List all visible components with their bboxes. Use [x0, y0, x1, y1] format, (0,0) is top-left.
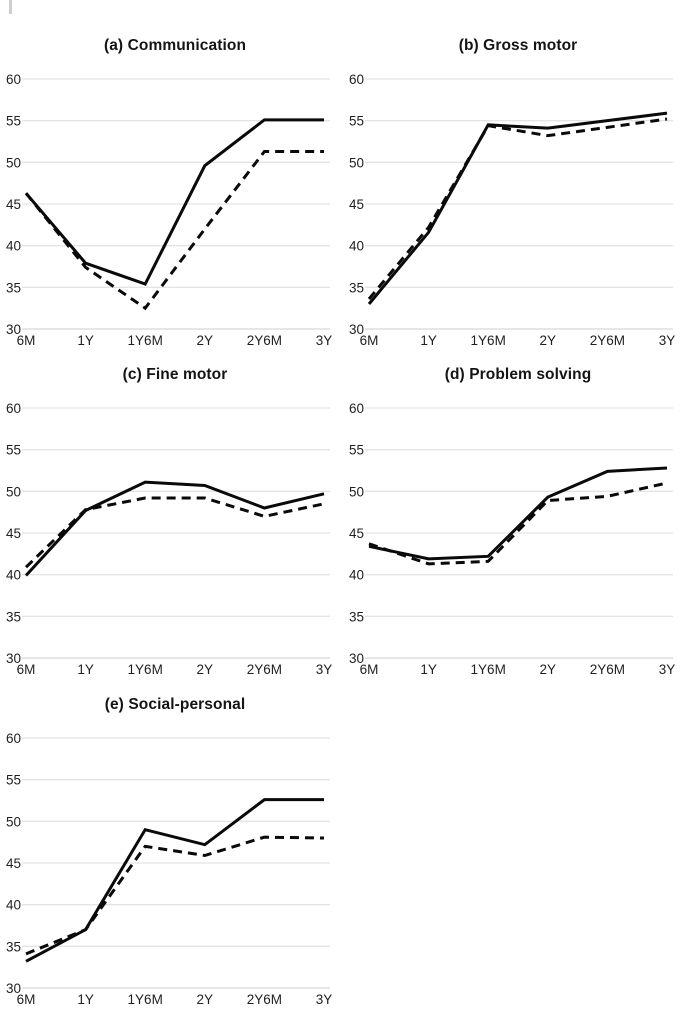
y-axis-tick-label: 40: [349, 568, 364, 583]
y-axis-tick-label: 55: [6, 114, 21, 129]
chart-plot-fine-motor: 30 35 40 45 50 55 60 6M 1Y 1Y6M 2Y 2Y6M 3Y: [6, 401, 333, 677]
y-axis-tick-label: 55: [6, 443, 21, 458]
chart-gross-motor: (b) Gross motor 30 35 40 45 50 55 60 6M 1Y 1Y6M 2Y…: [343, 0, 685, 351]
x-axis-tick-label: 1Y: [420, 333, 437, 348]
x-axis-tick-label: 1Y: [77, 662, 94, 677]
y-axis-tick-label: 55: [349, 114, 364, 129]
x-axis-tick-label: 1Y: [420, 662, 437, 677]
x-axis-tick-label: 1Y6M: [128, 333, 163, 348]
chart-problem-solving: (d) Problem solving 30 35 40 45 50 55 60 6M 1Y 1Y…: [343, 330, 685, 680]
series-line-dashed: [24, 150, 324, 311]
x-axis-tick-label: 2Y6M: [247, 662, 282, 677]
chart-title-problem-solving: (d) Problem solving: [444, 366, 592, 383]
y-axis-tick-label: 45: [349, 526, 364, 541]
x-axis-tick-label: 6M: [360, 662, 379, 677]
x-axis-tick-label: 3Y: [316, 992, 333, 1007]
x-axis-tick-label: 3Y: [316, 662, 333, 677]
y-axis-tick-label: 40: [349, 239, 364, 254]
series-line-dashed: [24, 496, 325, 569]
x-axis-tick-label: 2Y6M: [590, 333, 625, 348]
chart-title-gross-motor: (b) Gross motor: [458, 37, 578, 54]
x-axis-tick-label: 6M: [17, 662, 36, 677]
y-axis-tick-label: 50: [6, 814, 21, 829]
y-axis-tick-label: 50: [6, 155, 21, 170]
x-axis-tick-label: 1Y: [77, 333, 94, 348]
x-axis-tick-label: 2Y: [197, 662, 214, 677]
x-axis-tick-label: 1Y6M: [471, 333, 506, 348]
series-line-dashed: [367, 117, 668, 300]
chart-fine-motor: (c) Fine motor 30 35 40 45 50 55 60 6M 1Y 1Y6M 2Y 2…: [0, 330, 342, 680]
stray-mark: [9, 0, 12, 14]
x-axis-tick-label: 2Y6M: [247, 992, 282, 1007]
chart-title-social-personal: (e) Social-personal: [104, 696, 246, 713]
y-axis-tick-label: 60: [6, 401, 21, 416]
x-axis-tick-label: 2Y: [540, 662, 557, 677]
x-axis-tick-label: 3Y: [659, 662, 676, 677]
y-axis-tick-label: 55: [6, 773, 21, 788]
x-axis-tick-label: 6M: [17, 333, 36, 348]
series-line-solid: [24, 480, 325, 577]
series-line-solid: [24, 118, 324, 286]
x-axis-tick-label: 3Y: [316, 333, 333, 348]
chart-communication: (a) Communication 30 35 40 45 50 55 60 6M 1Y 1Y6M…: [0, 0, 342, 351]
y-axis-tick-label: 35: [349, 609, 364, 624]
y-axis-tick-label: 50: [349, 484, 364, 499]
chart-plot-problem-solving: 30 35 40 45 50 55 60 6M 1Y 1Y6M 2Y 2Y6M 3Y: [349, 401, 676, 677]
chart-title-communication: (a) Communication: [103, 37, 247, 54]
chart-plot-social-personal: 30 35 40 45 50 55 60 6M 1Y 1Y6M 2Y 2Y6M 3Y: [6, 731, 333, 1007]
series-line-dashed: [25, 835, 325, 956]
y-axis-tick-label: 60: [349, 72, 364, 87]
series-line-solid: [367, 111, 668, 305]
x-axis-tick-label: 2Y: [540, 333, 557, 348]
x-axis-tick-label: 6M: [360, 333, 379, 348]
y-axis-tick-label: 35: [6, 939, 21, 954]
x-axis-tick-label: 3Y: [659, 333, 676, 348]
y-axis-tick-label: 40: [6, 239, 21, 254]
x-axis-tick-label: 6M: [17, 992, 36, 1007]
y-axis-tick-label: 40: [6, 568, 21, 583]
x-axis-tick-label: 1Y6M: [471, 662, 506, 677]
y-axis-tick-label: 30: [349, 651, 364, 666]
y-axis-tick-label: 45: [6, 856, 21, 871]
y-axis-tick-label: 30: [6, 981, 21, 996]
chart-plot-gross-motor: 30 35 40 45 50 55 60 6M 1Y 1Y6M 2Y 2Y6M 3Y: [349, 72, 676, 348]
y-axis-tick-label: 55: [349, 443, 364, 458]
y-axis-tick-label: 50: [6, 484, 21, 499]
x-axis-tick-label: 1Y: [77, 992, 94, 1007]
x-axis-tick-label: 2Y: [197, 992, 214, 1007]
series-line-dashed: [368, 481, 668, 566]
series-line-solid: [368, 466, 668, 561]
y-axis-tick-label: 60: [6, 72, 21, 87]
x-axis-tick-label: 1Y6M: [128, 992, 163, 1007]
x-axis-tick-label: 2Y: [197, 333, 214, 348]
y-axis-tick-label: 30: [349, 322, 364, 337]
chart-social-personal: (e) Social-personal 30 35 40 45 50 55 60 6M 1Y 1Y…: [0, 660, 342, 1010]
y-axis-tick-label: 45: [6, 197, 21, 212]
y-axis-tick-label: 30: [6, 651, 21, 666]
y-axis-tick-label: 35: [6, 609, 21, 624]
y-axis-tick-label: 60: [6, 731, 21, 746]
y-axis-tick-label: 35: [6, 280, 21, 295]
x-axis-tick-label: 1Y6M: [128, 662, 163, 677]
chart-title-fine-motor: (c) Fine motor: [122, 366, 228, 383]
y-axis-tick-label: 35: [349, 280, 364, 295]
y-axis-tick-label: 30: [6, 322, 21, 337]
y-axis-tick-label: 40: [6, 898, 21, 913]
y-axis-tick-label: 45: [6, 526, 21, 541]
y-axis-tick-label: 50: [349, 155, 364, 170]
x-axis-tick-label: 2Y6M: [247, 333, 282, 348]
x-axis-tick-label: 2Y6M: [590, 662, 625, 677]
chart-plot-communication: 30 35 40 45 50 55 60 6M 1Y 1Y6M 2Y 2Y6M 3Y: [6, 72, 333, 348]
y-axis-tick-label: 60: [349, 401, 364, 416]
y-axis-tick-label: 45: [349, 197, 364, 212]
